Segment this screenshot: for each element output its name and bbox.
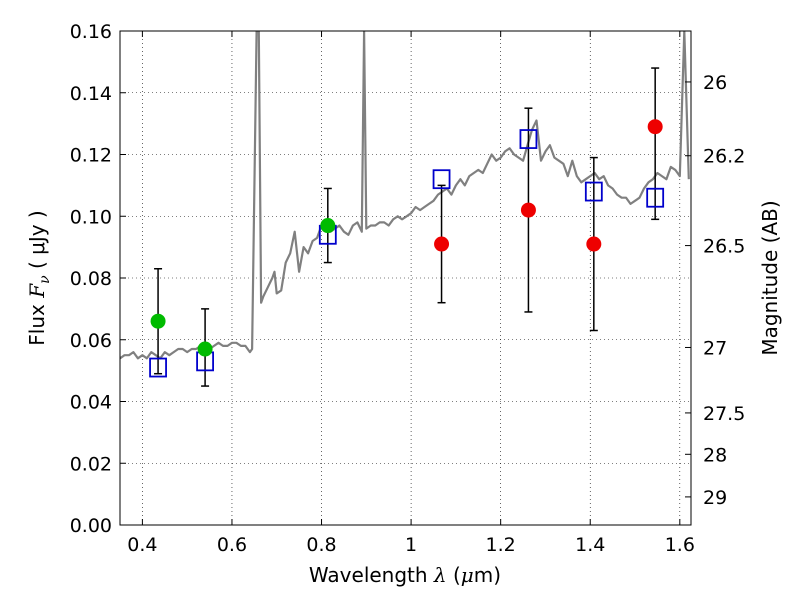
axes: 0.4 0.6 0.8 1 1.2 1.4 1.6 0.00 0.02 0.04 0.06 0.08 0… bbox=[70, 21, 746, 556]
y-axis-label: Flux Fν ( μJy ) bbox=[25, 210, 53, 345]
data-point bbox=[434, 236, 450, 252]
plot-area bbox=[120, 31, 691, 525]
x-tick-label: 0.8 bbox=[306, 534, 336, 556]
x-tick-label: 1.4 bbox=[575, 534, 605, 556]
y2-tick-label: 27.5 bbox=[703, 403, 745, 425]
model-square-point bbox=[432, 169, 451, 190]
y2-tick-label: 26.2 bbox=[703, 146, 745, 168]
y-tick-label: 0.06 bbox=[70, 330, 112, 352]
y-tick-label: 0.10 bbox=[70, 206, 112, 228]
y2-tick-label: 28 bbox=[703, 444, 727, 466]
x-tick-label: 0.6 bbox=[217, 534, 247, 556]
data-point bbox=[647, 119, 663, 135]
plot-content bbox=[120, 31, 690, 387]
y2-tick-label: 27 bbox=[703, 337, 727, 359]
data-point bbox=[150, 313, 166, 329]
x-tick-label: 1.6 bbox=[665, 534, 695, 556]
model-square-point bbox=[646, 187, 665, 208]
y2-tick-label: 26 bbox=[703, 72, 727, 94]
model-square-point bbox=[584, 181, 603, 202]
x-tick-label: 0.4 bbox=[127, 534, 157, 556]
y-tick-label: 0.14 bbox=[70, 83, 112, 105]
y2-tick-label: 29 bbox=[703, 487, 727, 509]
y-tick-label: 0.00 bbox=[70, 515, 112, 537]
y-tick-label: 0.02 bbox=[70, 453, 112, 475]
model-square-point bbox=[519, 129, 538, 149]
data-point bbox=[586, 236, 602, 252]
data-point bbox=[320, 218, 336, 234]
y-tick-label: 0.12 bbox=[70, 145, 112, 167]
data-point bbox=[197, 341, 213, 357]
y2-axis-label: Magnitude (AB) bbox=[758, 200, 782, 355]
model-square-point bbox=[149, 357, 167, 378]
data-point bbox=[520, 202, 536, 218]
y-tick-label: 0.04 bbox=[70, 392, 112, 414]
y2-tick-label: 26.5 bbox=[703, 236, 745, 258]
x-axis-label: Wavelength λ (μm) bbox=[309, 563, 501, 587]
y-tick-label: 0.08 bbox=[70, 268, 112, 290]
y-tick-label: 0.16 bbox=[70, 21, 112, 43]
spectrum-line bbox=[120, 31, 690, 360]
x-tick-label: 1 bbox=[405, 534, 417, 556]
x-tick-label: 1.2 bbox=[486, 534, 516, 556]
